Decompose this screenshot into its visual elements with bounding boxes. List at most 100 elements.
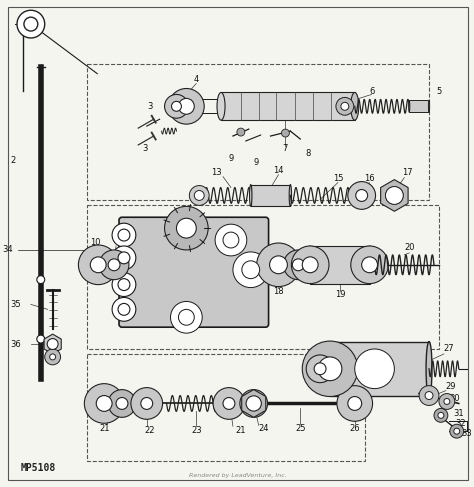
Circle shape [24,17,38,31]
Text: 11: 11 [112,236,122,244]
Circle shape [108,259,120,271]
Circle shape [171,301,202,333]
Circle shape [348,182,375,209]
Bar [409,100,429,112]
Circle shape [90,257,106,273]
Ellipse shape [351,93,359,120]
Text: 20: 20 [404,244,414,252]
Circle shape [302,257,318,273]
Text: 36: 36 [10,339,21,349]
Circle shape [118,252,130,264]
Text: 4: 4 [194,75,199,84]
Text: 25: 25 [295,424,306,433]
Bar [221,93,355,120]
Text: 7: 7 [283,145,288,153]
Circle shape [213,388,245,419]
Text: 8: 8 [306,150,311,158]
Bar [251,185,291,206]
Bar [330,341,429,396]
Text: 27: 27 [444,344,454,354]
Circle shape [450,424,464,438]
Text: 14: 14 [273,166,284,175]
Text: 2: 2 [10,156,16,165]
Ellipse shape [409,100,410,112]
Circle shape [112,273,136,297]
Text: 12: 12 [174,208,185,217]
Text: 32: 32 [456,419,466,428]
Circle shape [17,10,45,38]
Circle shape [112,223,136,247]
Circle shape [116,397,128,410]
Text: 3: 3 [142,145,147,153]
Text: 33: 33 [461,429,472,438]
Text: 28: 28 [321,342,331,352]
Text: 21: 21 [99,424,109,433]
Text: 23: 23 [191,426,201,435]
Ellipse shape [327,341,333,396]
Circle shape [237,128,245,136]
Circle shape [172,101,182,111]
Circle shape [306,355,334,383]
Polygon shape [242,390,266,417]
Text: 35: 35 [10,300,21,309]
Circle shape [356,189,368,202]
Text: 6: 6 [369,87,374,96]
Text: 17: 17 [402,168,412,177]
Circle shape [118,303,130,315]
Circle shape [362,257,377,273]
Ellipse shape [289,185,292,206]
Ellipse shape [249,185,252,206]
Circle shape [176,218,196,238]
Circle shape [282,129,289,137]
Text: 3: 3 [147,102,153,111]
Circle shape [37,276,45,283]
Bar [87,64,429,201]
Circle shape [215,224,247,256]
FancyBboxPatch shape [119,217,269,327]
Circle shape [314,363,326,375]
Polygon shape [44,334,61,354]
Circle shape [164,94,188,118]
Ellipse shape [428,100,429,112]
Text: 18: 18 [273,287,284,296]
Circle shape [355,349,394,389]
Circle shape [223,397,235,410]
Circle shape [47,338,58,350]
Text: 19: 19 [335,290,345,299]
Circle shape [257,243,300,286]
Text: 10: 10 [90,238,100,246]
Circle shape [292,259,304,271]
Circle shape [112,246,136,270]
Circle shape [37,335,45,343]
Circle shape [131,388,163,419]
Text: 26: 26 [349,424,360,433]
Circle shape [164,206,208,250]
Circle shape [454,428,460,434]
Polygon shape [381,180,408,211]
Circle shape [270,256,287,274]
Circle shape [246,396,261,411]
Circle shape [341,102,349,110]
Circle shape [233,252,269,288]
Circle shape [318,357,342,381]
Circle shape [194,190,204,201]
Circle shape [189,186,209,206]
Text: Rendered by LeadVenture, Inc.: Rendered by LeadVenture, Inc. [189,473,287,478]
Circle shape [45,349,61,365]
Bar [87,206,439,349]
Circle shape [169,89,204,124]
Circle shape [50,354,55,360]
Circle shape [425,392,433,399]
Ellipse shape [426,341,432,396]
Circle shape [242,261,260,279]
Text: 9: 9 [228,154,234,163]
Circle shape [99,250,129,280]
Circle shape [283,250,313,280]
Circle shape [78,245,118,284]
Circle shape [292,246,329,283]
Text: 13: 13 [211,168,221,177]
Circle shape [223,232,239,248]
Text: MP5108: MP5108 [21,463,56,473]
Circle shape [178,309,194,325]
Text: 22: 22 [145,426,155,435]
